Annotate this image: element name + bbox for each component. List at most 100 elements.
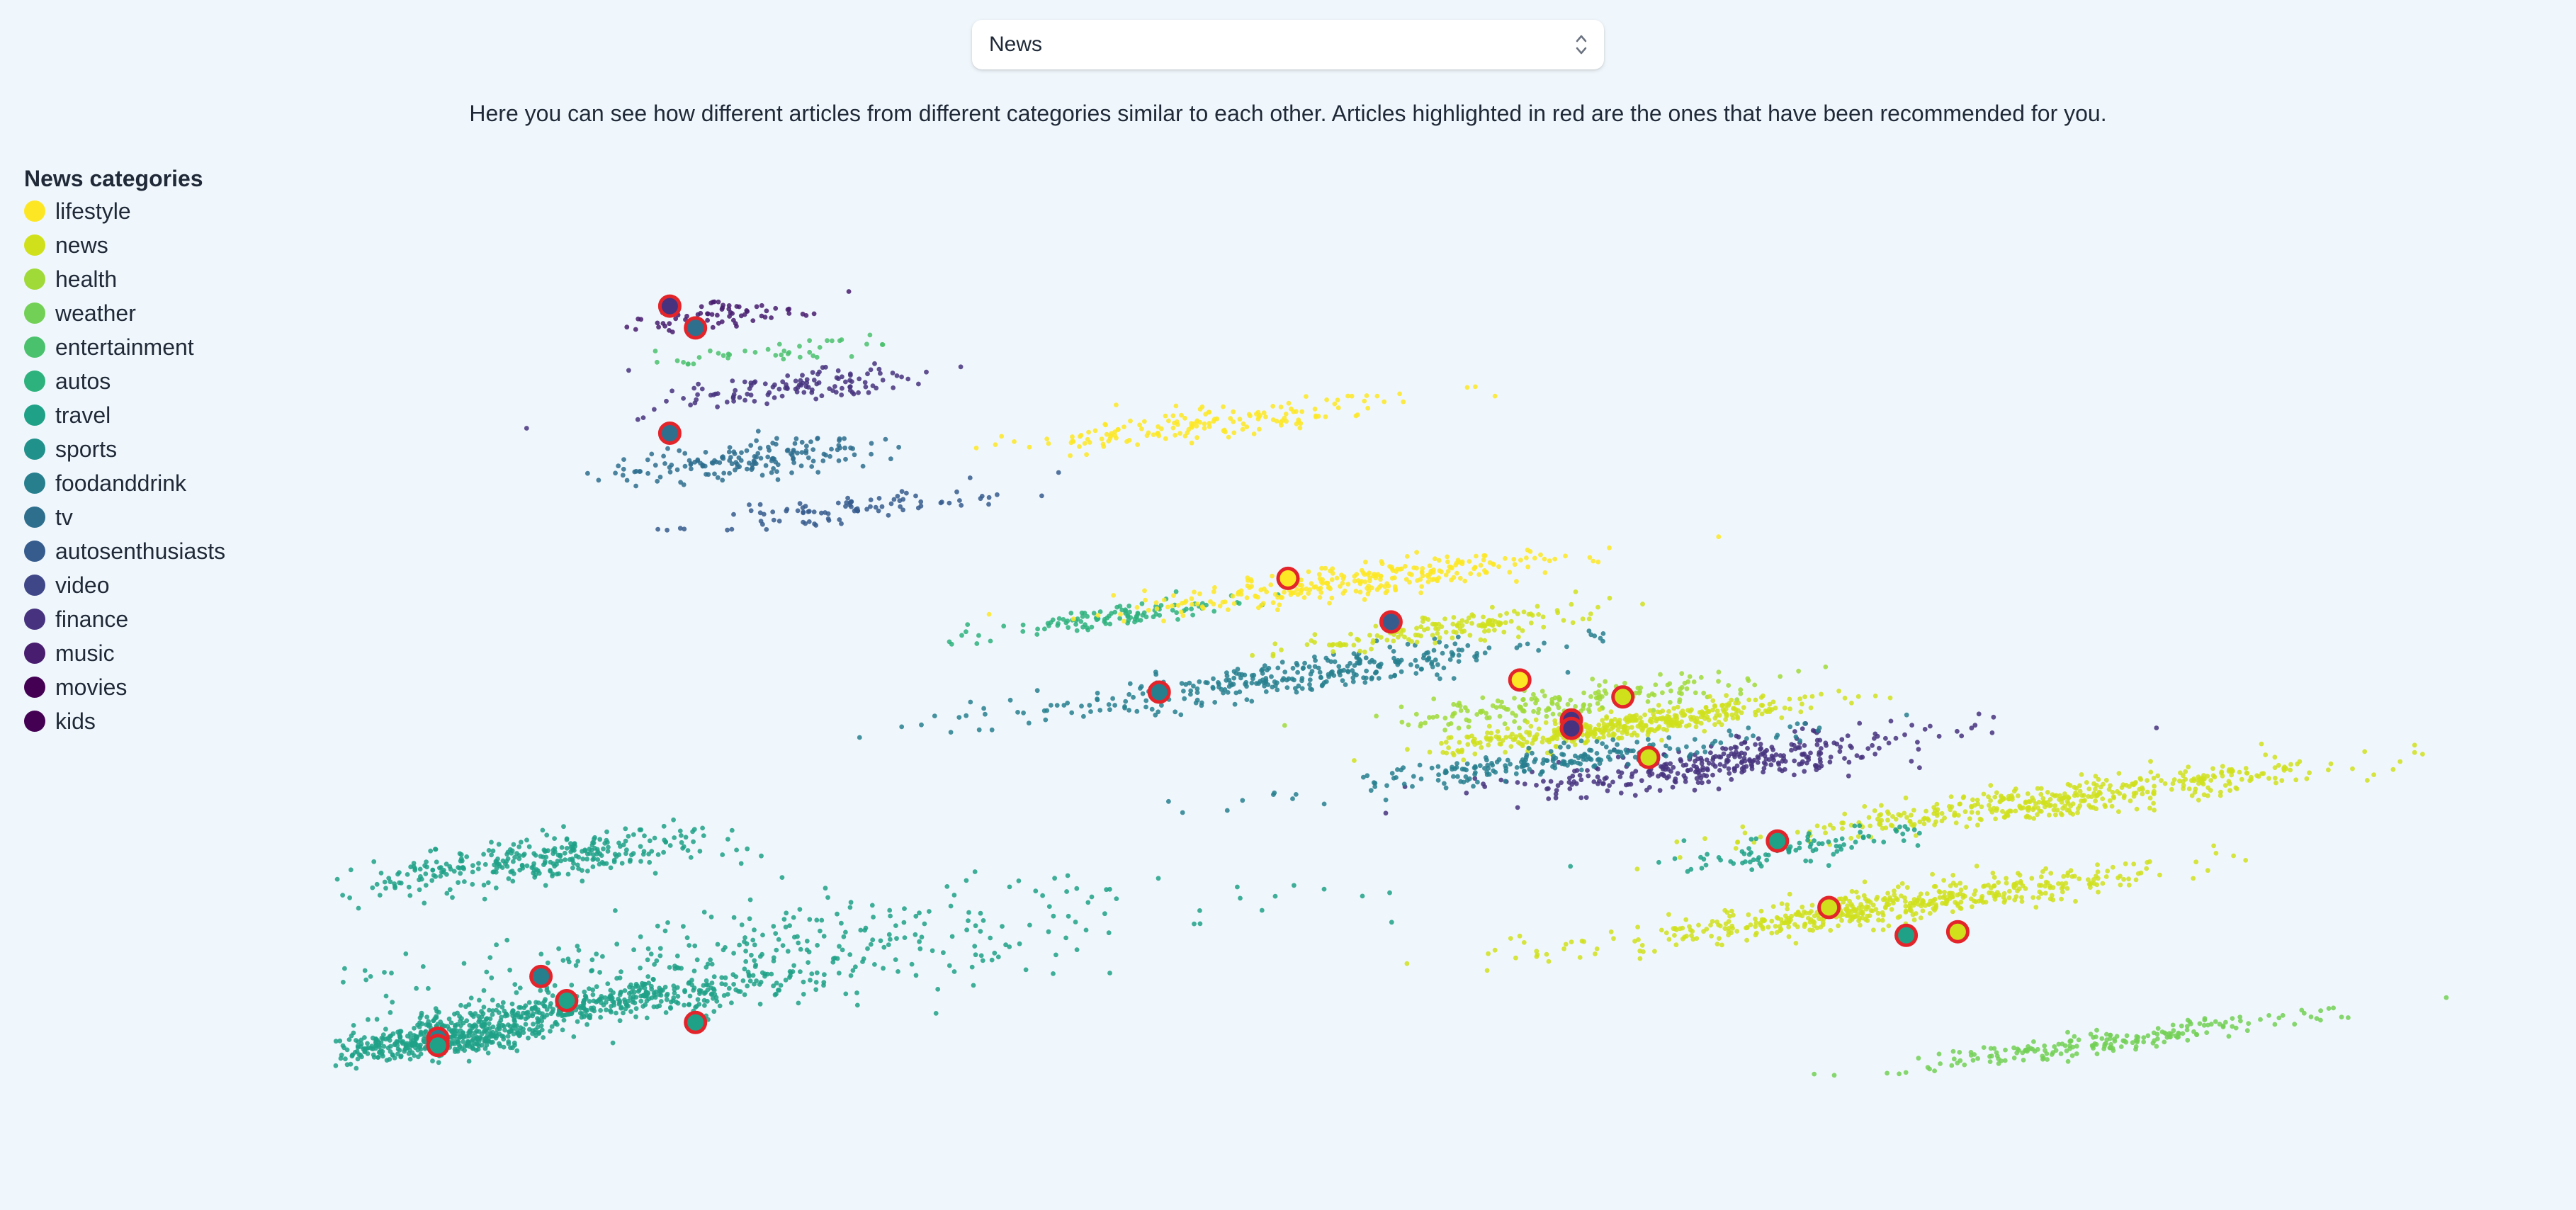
- point-news: [2162, 781, 2168, 786]
- point-foodanddrink: [1437, 676, 1442, 682]
- point-news: [2062, 791, 2067, 796]
- point-finance: [1604, 775, 1609, 781]
- point-news: [1902, 895, 1907, 900]
- point-news: [2109, 803, 2115, 809]
- point-autosenthusiasts: [845, 495, 850, 501]
- point-health: [1523, 702, 1528, 707]
- point-travel: [656, 992, 662, 997]
- point-lifestyle: [1507, 570, 1513, 575]
- point-tv: [848, 445, 853, 451]
- point-lifestyle: [1128, 418, 1133, 424]
- category-select[interactable]: News: [972, 20, 1604, 69]
- point-lifestyle: [1270, 573, 1275, 579]
- point-news: [1844, 906, 1850, 912]
- point-autos: [1065, 618, 1070, 623]
- point-finance: [1755, 760, 1761, 765]
- point-travel: [422, 1039, 427, 1045]
- legend-swatch: [24, 507, 45, 528]
- point-finance: [849, 379, 854, 384]
- point-weather: [1897, 1071, 1902, 1077]
- point-news: [1792, 922, 1797, 927]
- point-foodanddrink: [1620, 753, 1625, 759]
- legend-label: news: [55, 232, 108, 258]
- point-foodanddrink: [1429, 765, 1435, 771]
- point-foodanddrink: [1122, 705, 1127, 711]
- point-foodanddrink: [1539, 769, 1544, 775]
- point-lifestyle: [1012, 439, 1017, 444]
- point-news: [1520, 628, 1525, 633]
- point-foodanddrink: [1306, 664, 1312, 669]
- point-finance: [1763, 762, 1768, 767]
- point-news: [1479, 623, 1485, 629]
- point-travel: [334, 876, 340, 882]
- point-foodanddrink: [1410, 784, 1415, 789]
- point-foodanddrink: [1667, 746, 1673, 751]
- point-news: [1544, 951, 1549, 957]
- point-news: [2218, 789, 2223, 795]
- point-news: [2001, 890, 2007, 896]
- point-entertainment: [797, 344, 802, 349]
- point-news: [2009, 808, 2014, 814]
- point-news: [1543, 720, 1549, 725]
- point-lifestyle: [1476, 572, 1482, 577]
- point-finance: [1780, 768, 1785, 774]
- point-news: [1941, 878, 1947, 883]
- point-travel: [602, 995, 608, 1000]
- point-news: [2350, 766, 2355, 771]
- point-finance: [1617, 774, 1623, 779]
- point-foodanddrink: [1561, 740, 1567, 746]
- point-lifestyle: [1231, 419, 1236, 424]
- point-autos: [1117, 616, 1122, 621]
- point-travel: [778, 983, 784, 988]
- point-foodanddrink: [1149, 706, 1155, 712]
- point-news: [1774, 915, 1780, 920]
- point-finance: [801, 390, 807, 395]
- point-news: [1690, 929, 1695, 934]
- point-travel: [548, 1011, 554, 1017]
- point-news: [1572, 742, 1578, 747]
- point-news: [1753, 709, 1758, 715]
- point-travel: [569, 983, 575, 988]
- point-music: [754, 304, 759, 310]
- point-travel: [661, 823, 667, 829]
- point-tv: [769, 458, 774, 463]
- point-foodanddrink: [1140, 691, 1146, 696]
- point-health: [1668, 700, 1673, 705]
- point-autosenthusiasts: [757, 502, 763, 507]
- point-finance: [793, 378, 798, 384]
- point-news: [1620, 730, 1625, 735]
- point-travel: [769, 971, 774, 977]
- point-foodanddrink: [1394, 775, 1399, 780]
- point-finance: [1647, 785, 1652, 790]
- point-news: [1482, 628, 1487, 634]
- point-news: [1433, 622, 1439, 627]
- point-news: [2045, 800, 2051, 805]
- point-news: [1917, 819, 1923, 825]
- point-weather: [2053, 1048, 2059, 1053]
- point-travel: [745, 983, 750, 989]
- legend-label: finance: [55, 606, 129, 632]
- point-travel: [813, 980, 819, 985]
- point-travel: [555, 1022, 560, 1027]
- point-travel: [1755, 857, 1761, 862]
- point-health: [1450, 713, 1455, 719]
- point-autos: [1020, 629, 1026, 634]
- point-foodanddrink: [1194, 686, 1200, 691]
- point-news: [2235, 786, 2239, 791]
- point-travel: [377, 893, 383, 898]
- point-foodanddrink: [1199, 703, 1204, 708]
- point-travel: [672, 987, 677, 993]
- point-finance: [1615, 754, 1621, 759]
- point-news: [1487, 618, 1493, 623]
- point-weather: [2223, 1019, 2228, 1025]
- point-finance: [1722, 764, 1727, 769]
- point-news: [1435, 631, 1440, 636]
- point-news: [1597, 707, 1603, 712]
- point-autos: [1034, 632, 1040, 637]
- point-foodanddrink: [1587, 747, 1593, 753]
- point-news: [1916, 901, 1921, 907]
- point-news: [1946, 804, 1952, 809]
- point-weather: [1962, 1062, 1967, 1068]
- point-foodanddrink: [1397, 660, 1402, 665]
